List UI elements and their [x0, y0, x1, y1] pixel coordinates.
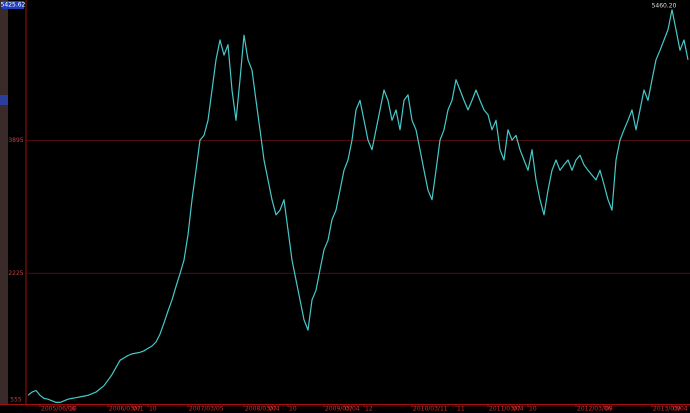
price-line	[27, 9, 689, 403]
annotation: 5460.20	[652, 3, 677, 10]
annotation-box	[2, 1, 24, 9]
x-tick-label: 07	[133, 406, 141, 413]
x-tick-label: 2007/03/05	[189, 406, 224, 413]
x-tick-label: 2009/03/04	[325, 406, 360, 413]
side-marker	[0, 95, 8, 105]
x-tick-label: 10	[149, 406, 157, 413]
x-tick-label: 2013/03/04	[653, 406, 688, 413]
x-tick-label: 10	[529, 406, 537, 413]
y-tick-label: 2225	[8, 270, 23, 277]
side-strip	[0, 0, 8, 404]
x-tick-label: 10	[289, 406, 297, 413]
y-tick-label: 555	[10, 397, 22, 404]
x-tick-label: 07	[345, 406, 353, 413]
x-tick-label: 12	[365, 406, 373, 413]
annotation: 5425.62	[1, 2, 26, 9]
x-tick-label: 2006/03/01	[109, 406, 144, 413]
y-tick-label: 3895	[8, 137, 23, 144]
x-tick-label: 07	[269, 406, 277, 413]
x-tick-label: 2010/03/11	[413, 406, 448, 413]
x-tick-label: 2005/06/06	[41, 406, 76, 413]
x-tick-label: 09	[673, 406, 681, 413]
x-tick-label: 2012/03/06	[577, 406, 612, 413]
x-tick-label: 11	[457, 406, 465, 413]
x-tick-label: 10	[69, 406, 77, 413]
x-tick-label: 2008/03/04	[245, 406, 280, 413]
x-tick-label: 09	[605, 406, 613, 413]
x-tick-label: 2011/03/04	[489, 406, 524, 413]
x-tick-label: 07	[513, 406, 521, 413]
